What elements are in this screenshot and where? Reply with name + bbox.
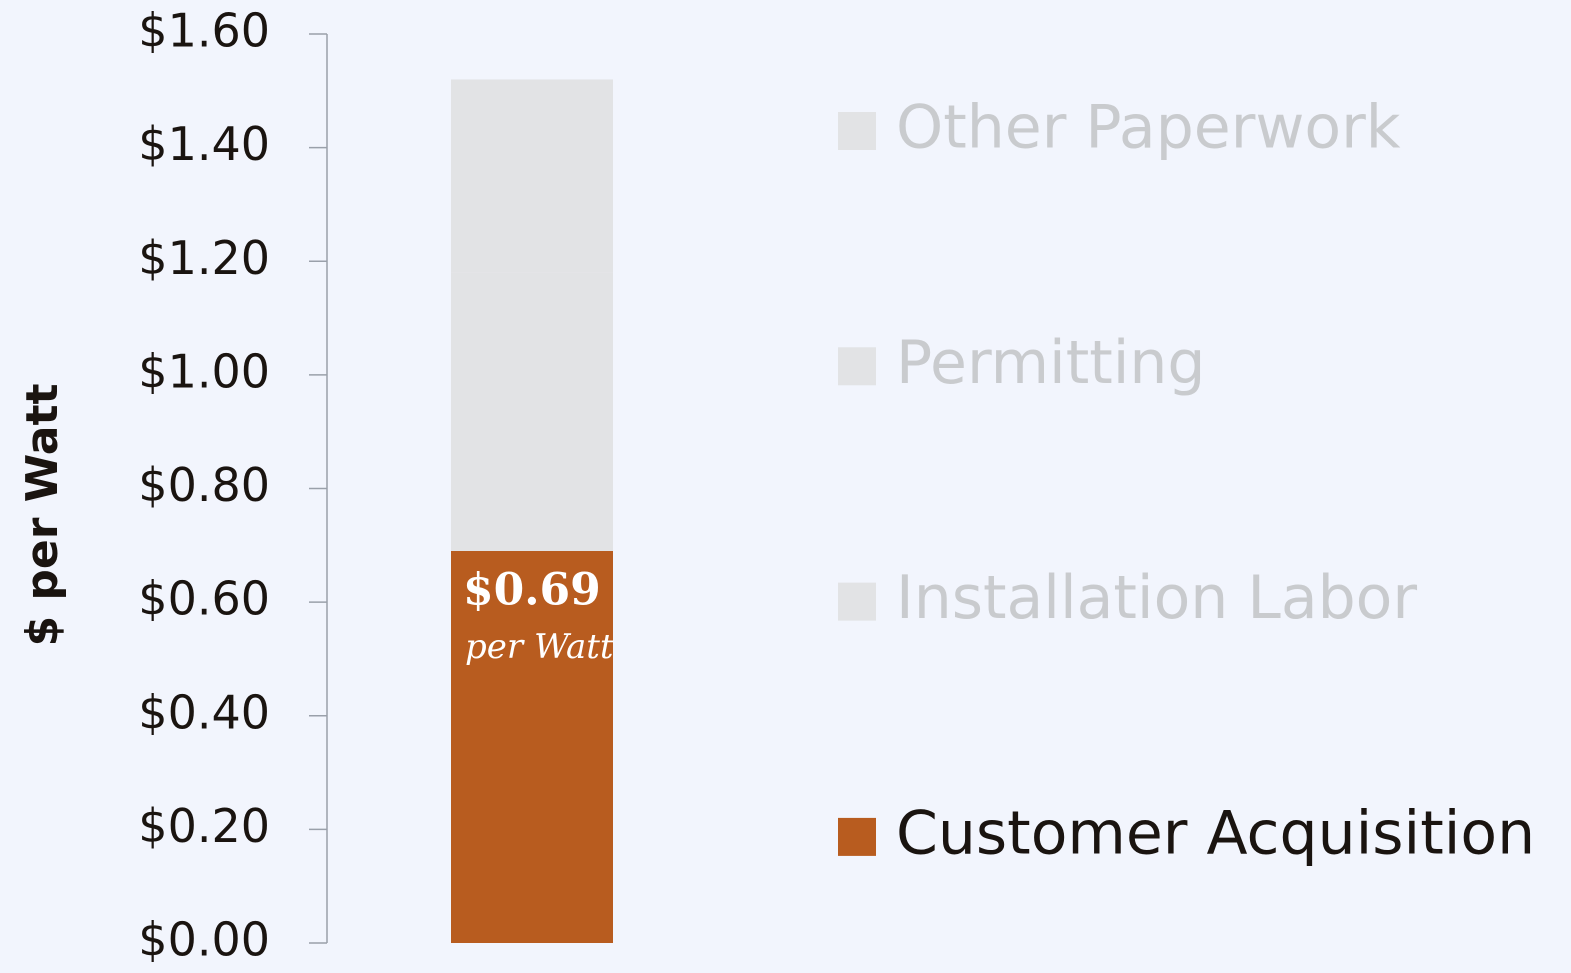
data-label: $0.69	[463, 564, 601, 615]
y-tick-label: $0.40	[138, 685, 270, 739]
bar-segment	[451, 158, 613, 273]
legend-label: Other Paperwork	[896, 93, 1401, 163]
y-tick-label: $1.00	[138, 344, 270, 398]
y-tick-label: $0.20	[138, 799, 270, 853]
legend-label: Permitting	[896, 328, 1206, 398]
legend-label: Installation Labor	[896, 563, 1417, 633]
legend-swatch	[838, 817, 876, 856]
bar-segment	[451, 79, 613, 159]
y-axis-label: $ per Watt	[17, 383, 68, 646]
y-tick-label: $0.60	[138, 572, 270, 626]
y-tick-label: $1.40	[138, 117, 270, 171]
y-tick-label: $1.60	[138, 4, 270, 58]
y-tick-label: $1.20	[138, 231, 270, 285]
legend-swatch	[838, 347, 876, 386]
y-tick-label: $0.00	[138, 913, 270, 967]
legend-label: Customer Acquisition	[896, 798, 1535, 868]
data-annotation: per Watt	[465, 627, 614, 667]
bar-segment	[451, 550, 613, 943]
y-tick-label: $0.80	[138, 458, 270, 512]
legend-swatch	[838, 582, 876, 621]
bar-segment	[451, 272, 613, 551]
legend-swatch	[838, 112, 876, 150]
